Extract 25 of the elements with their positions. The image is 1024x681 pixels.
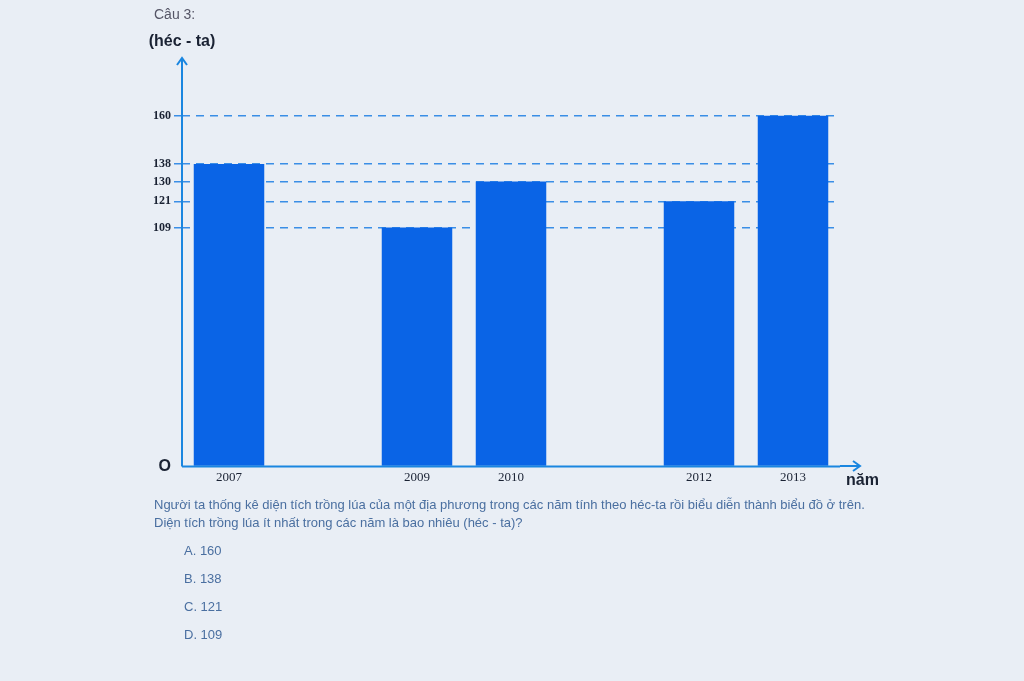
y-tick-label: 130 xyxy=(153,173,171,188)
text: A. 160 xyxy=(184,542,223,560)
y-tick-label: 109 xyxy=(153,219,171,234)
y-tick-label: O xyxy=(158,456,171,474)
x-axis-title: năm xyxy=(846,470,879,488)
y-tick-label: 160 xyxy=(153,107,171,122)
x-tick-label: 2007 xyxy=(216,468,243,484)
x-tick-label: 2010 xyxy=(498,468,524,484)
text: D. 109 xyxy=(184,626,224,644)
x-tick-label: 2013 xyxy=(780,468,806,484)
bar xyxy=(475,181,547,466)
y-tick-label: 121 xyxy=(153,193,171,208)
text: Diện tích trồng lúa ít nhất trong các năm là bao nhiêu (héc - ta)? xyxy=(154,514,524,532)
y-tick-label: 138 xyxy=(153,156,171,171)
text: Người ta thống kê diện tích trồng lúa của một địa phương trong các năm tính theo héc-ta rồi biểu diễn thành biểu đồ ở trên. xyxy=(154,496,866,514)
x-tick-label: 2009 xyxy=(404,468,430,484)
bar xyxy=(193,164,265,466)
y-axis-title: (héc - ta) xyxy=(148,32,216,50)
text: B. 138 xyxy=(184,570,223,588)
bar xyxy=(663,201,735,466)
x-tick-label: 2012 xyxy=(686,468,712,484)
bar xyxy=(757,115,829,466)
text: C. 121 xyxy=(184,598,224,616)
chart-title: Câu 3: xyxy=(154,6,197,22)
bar xyxy=(381,227,453,466)
